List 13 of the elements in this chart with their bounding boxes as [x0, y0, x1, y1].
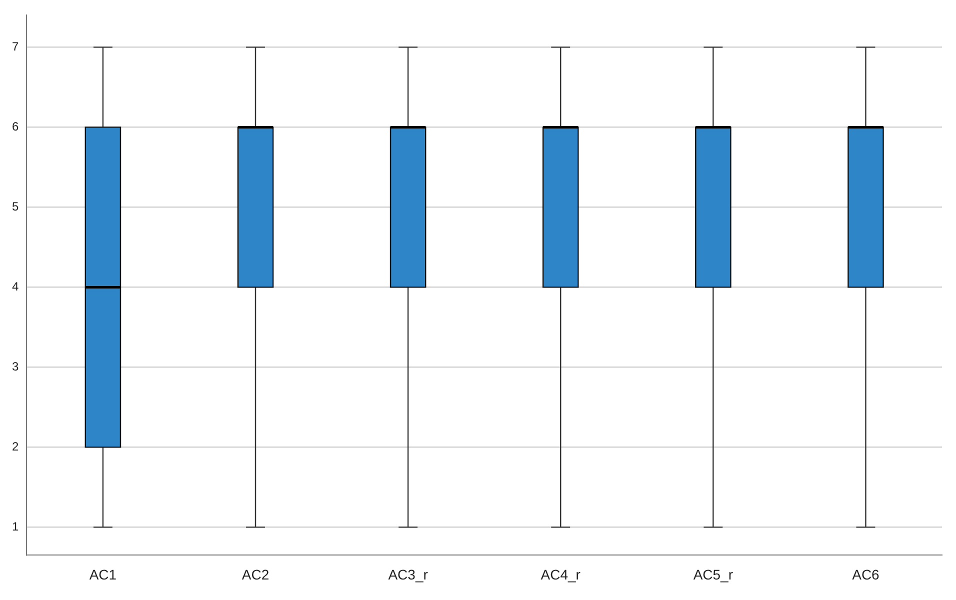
y-tick-label: 3 — [12, 360, 19, 374]
y-tick-label: 6 — [12, 120, 19, 134]
y-tick-label: 5 — [12, 200, 19, 214]
x-tick-label: AC2 — [242, 566, 270, 582]
y-tick-label: 4 — [12, 280, 19, 294]
x-tick-label: AC4_r — [540, 566, 581, 582]
x-tick-label: AC5_r — [693, 566, 734, 582]
y-tick-label: 1 — [12, 520, 19, 534]
x-tick-label: AC6 — [852, 566, 880, 582]
x-tick-label: AC3_r — [388, 566, 428, 582]
x-tick-label: AC1 — [89, 566, 117, 582]
y-tick-label: 7 — [12, 40, 19, 54]
y-tick-label: 2 — [12, 440, 19, 454]
